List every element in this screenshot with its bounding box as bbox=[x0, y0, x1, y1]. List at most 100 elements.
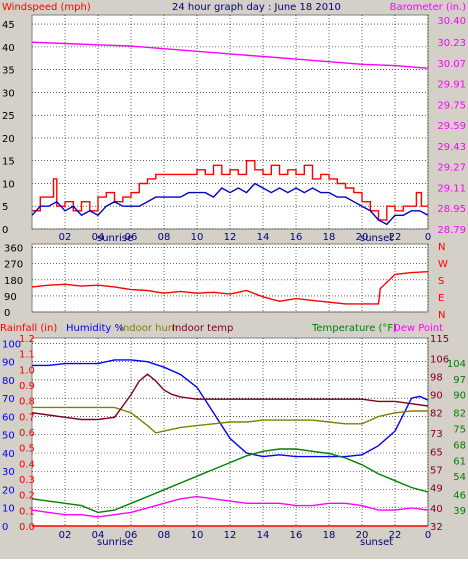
direction-letter-w: W bbox=[438, 259, 448, 270]
rainfall-tick-label: 0.1 bbox=[19, 506, 35, 517]
humidity-tick-label: 10 bbox=[2, 504, 15, 515]
sunrise-label: sunrise bbox=[97, 233, 133, 244]
rainfall-tick-label: 0.0 bbox=[19, 522, 35, 533]
windspeed-tick-label: 20 bbox=[2, 134, 15, 145]
rainfall-tick-label: 1.2 bbox=[19, 334, 35, 345]
windspeed-tick-label: 30 bbox=[2, 88, 15, 99]
temperature-tick-label: 46 bbox=[453, 490, 466, 501]
humidity-tick-label: 90 bbox=[2, 358, 15, 369]
barometer-tick-label: 30.23 bbox=[437, 38, 466, 49]
series-temperature-f- bbox=[31, 448, 429, 514]
sunrise-label-bottom: sunrise bbox=[97, 537, 133, 548]
x-tick-label: 08 bbox=[158, 530, 171, 541]
x-tick-label: 02 bbox=[59, 232, 72, 243]
barometer-tick-label: 29.27 bbox=[437, 163, 466, 174]
indoor-temp-label: Indoor temp bbox=[172, 323, 233, 334]
humidity-tick-label: 100 bbox=[2, 339, 21, 350]
series-humidity- bbox=[32, 359, 429, 458]
barometer-tick-label: 30.40 bbox=[437, 16, 466, 27]
windspeed-tick-label: 10 bbox=[2, 179, 15, 190]
series-windspeed-mph- bbox=[32, 159, 428, 221]
humidity-tick-label: 50 bbox=[2, 431, 15, 442]
wind-series bbox=[31, 41, 429, 226]
wind-ticks: 0 5 10 15 20 25 30 35 40 45 28.79 28.95 29.11 29.27 29… bbox=[2, 16, 466, 243]
rainfall-tick-label: 0.2 bbox=[19, 491, 35, 502]
x-tick-label: 04 bbox=[92, 232, 105, 243]
humidity-tick-label: 80 bbox=[2, 376, 15, 387]
windspeed-tick-label: 40 bbox=[2, 43, 15, 54]
windspeed-axis-title: Windspeed (mph) bbox=[2, 2, 91, 13]
x-tick-label: 0 bbox=[425, 530, 431, 541]
direction-tick-label: 270 bbox=[4, 260, 23, 271]
direction-grid bbox=[32, 244, 429, 313]
rainfall-tick-label: 0.3 bbox=[19, 475, 35, 486]
sunset-label: sunset bbox=[360, 233, 393, 244]
x-tick-label: 18 bbox=[323, 232, 336, 243]
direction-tick-label: 360 bbox=[4, 244, 23, 255]
humidity-tick-label: 30 bbox=[2, 467, 15, 478]
barometer-tick-label: 29.11 bbox=[437, 183, 466, 194]
temperature-tick-label: 97 bbox=[453, 375, 466, 386]
indoor-temp-tick-label: 98 bbox=[430, 373, 443, 384]
x-tick-label: 10 bbox=[191, 530, 204, 541]
direction-letter-e: E bbox=[438, 293, 444, 304]
windspeed-tick-label: 35 bbox=[2, 66, 15, 77]
direction-letter-n-top: N bbox=[438, 242, 445, 253]
direction-letters: N W S E N bbox=[438, 242, 448, 321]
temperature-tick-label: 68 bbox=[453, 440, 466, 451]
rainfall-tick-label: 0.8 bbox=[19, 397, 35, 408]
direction-tick-label: 0 bbox=[4, 308, 10, 319]
wind-grid bbox=[32, 15, 429, 230]
rainfall-label: Rainfall (in) bbox=[0, 323, 57, 334]
indoor-temp-tick-label: 40 bbox=[430, 504, 443, 515]
x-tick-label: 22 bbox=[389, 530, 402, 541]
barometer-tick-label: 29.75 bbox=[437, 100, 466, 111]
barometer-tick-label: 29.43 bbox=[437, 142, 466, 153]
humidity-label: Humidity % bbox=[66, 323, 124, 334]
temperature-tick-label: 90 bbox=[453, 391, 466, 402]
indoor-temp-tick-label: 49 bbox=[430, 483, 443, 494]
rainfall-tick-label: 0.7 bbox=[19, 412, 35, 423]
dew-point-label: Dew Point bbox=[393, 323, 443, 334]
x-tick-label: 06 bbox=[125, 530, 138, 541]
windspeed-tick-label: 45 bbox=[2, 20, 15, 31]
rainfall-tick-label: 1.0 bbox=[19, 365, 35, 376]
barometer-tick-label: 28.79 bbox=[437, 225, 466, 236]
humidity-tick-label: 60 bbox=[2, 412, 15, 423]
rainfall-tick-label: 0.4 bbox=[19, 459, 35, 470]
direction-letter-s: S bbox=[438, 276, 444, 287]
series-dew-point bbox=[31, 495, 429, 518]
humidity-tick-label: 0 bbox=[2, 522, 8, 533]
windspeed-tick-label: 15 bbox=[2, 157, 15, 168]
indoor-hum-label: Indoor hum bbox=[120, 323, 178, 334]
humidity-ticks: 01020304050607080901000.00.10.20.30.40.5… bbox=[2, 334, 466, 541]
x-tick-label: 08 bbox=[158, 232, 171, 243]
humidity-tick-label: 20 bbox=[2, 485, 15, 496]
x-tick-label: 02 bbox=[59, 530, 72, 541]
temperature-tick-label: 61 bbox=[453, 456, 466, 467]
series-barometer-in- bbox=[31, 41, 429, 69]
chart-title: 24 hour graph day : June 18 2010 bbox=[172, 2, 341, 13]
indoor-temp-tick-label: 32 bbox=[430, 522, 443, 533]
barometer-axis-title: Barometer (in.) bbox=[390, 2, 466, 13]
indoor-temp-tick-label: 82 bbox=[430, 409, 443, 420]
indoor-temp-tick-label: 106 bbox=[430, 354, 449, 365]
windspeed-tick-label: 5 bbox=[2, 202, 8, 213]
x-tick-label: 12 bbox=[224, 232, 237, 243]
x-tick-label: 14 bbox=[257, 232, 270, 243]
series-wind-direction bbox=[31, 271, 429, 305]
direction-ticks: 0 90 180 270 360 bbox=[4, 244, 23, 319]
x-tick-label: 06 bbox=[125, 232, 138, 243]
rainfall-tick-label: 1.1 bbox=[19, 350, 35, 361]
temperature-tick-label: 104 bbox=[447, 359, 466, 370]
rainfall-tick-label: 0.6 bbox=[19, 428, 35, 439]
direction-letter-n-bottom: N bbox=[438, 310, 445, 321]
indoor-temp-tick-label: 73 bbox=[430, 429, 443, 440]
x-tick-label: 10 bbox=[191, 232, 204, 243]
temperature-tick-label: 39 bbox=[453, 506, 466, 517]
rainfall-tick-label: 0.9 bbox=[19, 381, 35, 392]
direction-tick-label: 180 bbox=[4, 276, 23, 287]
x-tick-label: 20 bbox=[356, 530, 369, 541]
x-tick-label: 20 bbox=[356, 232, 369, 243]
